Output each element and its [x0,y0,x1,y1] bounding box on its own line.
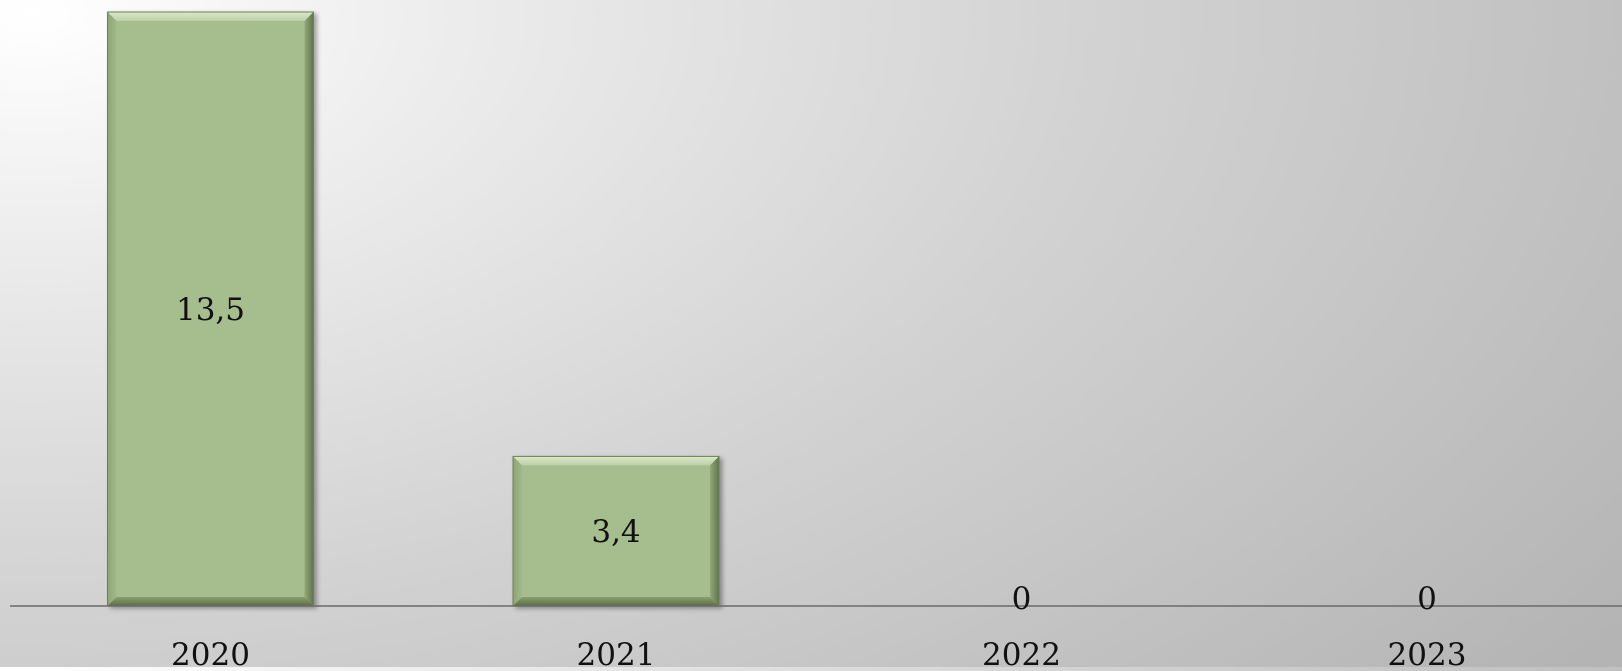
labels-layer: 13,5 2020 3,4 2021 0 2022 0 2023 [171,292,1467,671]
bar-bevel-bottom [107,597,314,606]
bars-layer [107,11,720,607]
data-label-2020: 13,5 [176,292,245,328]
data-label-2022: 0 [1012,581,1032,617]
x-tick-label-2020: 2020 [171,637,250,667]
bar-face [107,12,314,606]
bar-bevel-bottom [513,597,719,606]
bar-bevel-top [513,456,719,466]
bar-2020 [107,11,314,607]
x-tick-label-2023: 2023 [1388,637,1467,667]
data-label-2021: 3,4 [591,514,640,550]
bar-bevel-right [710,456,719,606]
x-tick-label-2021: 2021 [577,637,656,667]
bar-bevel-top [107,12,314,21]
bar-2021 [512,455,720,607]
x-tick-label-2022: 2022 [982,637,1061,667]
bar-bevel-right [304,12,314,606]
bar-bevel-left [513,456,522,606]
bar-bevel-left [107,12,117,606]
data-label-2023: 0 [1417,581,1437,617]
bar-face [513,456,719,606]
